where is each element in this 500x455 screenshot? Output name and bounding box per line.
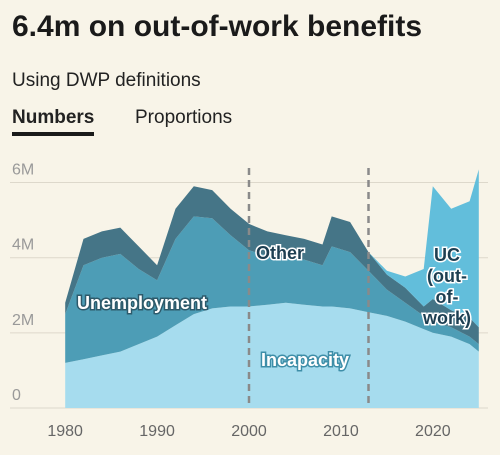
- label-line: work): [422, 308, 471, 328]
- area: [65, 216, 479, 363]
- x-tick-label: 1990: [139, 423, 175, 440]
- label-line: UC: [434, 245, 460, 265]
- tab[interactable]: Proportions: [135, 107, 233, 128]
- y-tick-label: 4M: [12, 237, 34, 254]
- series-label: Incapacity: [261, 350, 349, 370]
- series-label: Other: [256, 243, 304, 263]
- subtitle: Using DWP definitions: [12, 70, 201, 91]
- area: [65, 186, 479, 345]
- label-line: of-: [436, 287, 459, 307]
- x-tick-label: 2020: [415, 423, 451, 440]
- title: 6.4m on out-of-work benefits: [12, 10, 423, 43]
- label-line: (out-: [427, 266, 467, 286]
- series-label: UC (out-of-work): [422, 245, 471, 328]
- tab[interactable]: Numbers: [12, 107, 95, 136]
- x-tick-label: 2010: [323, 423, 359, 440]
- area: [65, 302, 479, 408]
- y-tick-label: 2M: [12, 312, 34, 329]
- x-tick-label: 1980: [47, 423, 83, 440]
- y-tick-label: 0: [12, 387, 21, 404]
- x-tick-label: 2000: [231, 423, 267, 440]
- y-tick-label: 6M: [12, 162, 34, 179]
- series-label: Unemployment: [77, 293, 207, 313]
